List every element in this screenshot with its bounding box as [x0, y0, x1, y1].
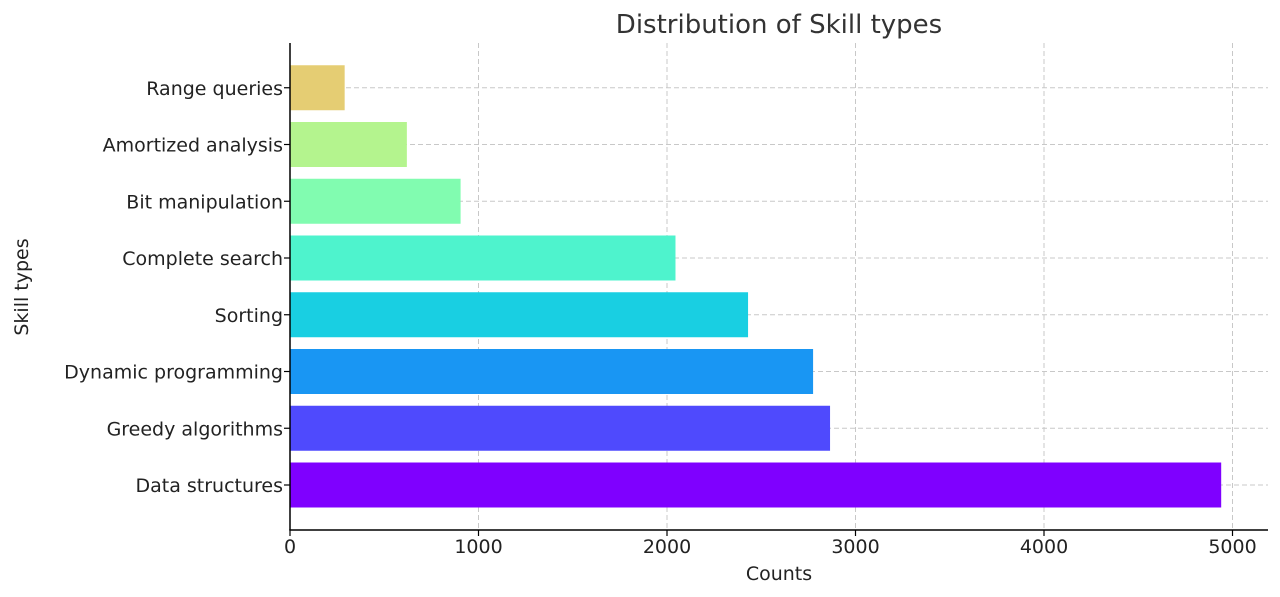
x-tick-labels: 0 1000 2000 3000 4000 5000 — [284, 530, 1257, 558]
grid-lines — [290, 43, 1268, 530]
bar-complete-search — [290, 235, 676, 281]
x-tick-label: 4000 — [1020, 536, 1068, 558]
bar-range-queries — [290, 65, 345, 111]
y-tick-label: Range queries — [146, 78, 283, 100]
bars — [290, 65, 1222, 508]
bar-data-structures — [290, 462, 1222, 508]
chart-title: Distribution of Skill types — [616, 10, 942, 40]
bar-sorting — [290, 292, 749, 338]
y-tick-label: Greedy algorithms — [107, 418, 283, 440]
y-tick-label: Dynamic programming — [64, 362, 283, 384]
y-tick-labels: Data structures Greedy algorithms Dynamic … — [64, 78, 290, 497]
x-tick-label: 1000 — [454, 536, 502, 558]
y-tick-label: Amortized analysis — [103, 135, 283, 157]
bar-greedy-algorithms — [290, 405, 831, 451]
x-axis-label: Counts — [746, 563, 812, 585]
bar-bit-manipulation — [290, 178, 461, 224]
bar-amortized-analysis — [290, 122, 407, 167]
x-tick-label: 2000 — [643, 536, 691, 558]
bar-dynamic-programming — [290, 349, 814, 394]
axes — [289, 43, 1268, 531]
y-tick-label: Complete search — [122, 248, 283, 270]
x-tick-label: 3000 — [831, 536, 879, 558]
x-tick-label: 0 — [284, 536, 296, 558]
y-axis-label: Skill types — [11, 238, 33, 335]
y-tick-label: Data structures — [135, 475, 283, 497]
y-tick-label: Bit manipulation — [126, 191, 283, 213]
x-tick-label: 5000 — [1208, 536, 1256, 558]
y-tick-label: Sorting — [215, 305, 283, 327]
